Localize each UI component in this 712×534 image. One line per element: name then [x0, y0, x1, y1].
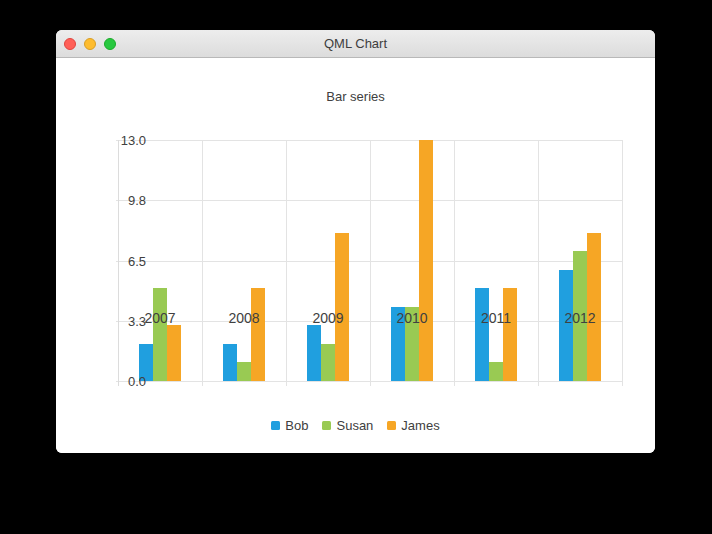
- y-axis-tick-label: 0.0: [96, 374, 146, 389]
- window-title: QML Chart: [56, 30, 655, 57]
- gridline-horizontal: [116, 261, 622, 262]
- bar-james-2009: [335, 233, 349, 381]
- title-bar[interactable]: QML Chart: [56, 30, 655, 58]
- chart-title: Bar series: [56, 89, 655, 104]
- legend-label: Susan: [336, 418, 373, 433]
- x-axis-category-label: 2009: [286, 310, 370, 326]
- x-axis-category-label: 2008: [202, 310, 286, 326]
- bar-susan-2009: [321, 344, 335, 381]
- y-axis-tick-label: 13.0: [96, 133, 146, 148]
- app-window: QML Chart Bar series 0.03.36.59.813.0 20…: [56, 30, 655, 453]
- bar-susan-2007: [153, 288, 167, 381]
- gridline-horizontal: [116, 140, 622, 141]
- gridline-vertical: [538, 140, 539, 386]
- bar-james-2008: [251, 288, 265, 381]
- gridline-vertical: [622, 140, 623, 386]
- gridline-horizontal: [116, 200, 622, 201]
- legend-item-james[interactable]: James: [387, 418, 439, 433]
- gridline-vertical: [202, 140, 203, 386]
- x-axis-category-label: 2012: [538, 310, 622, 326]
- legend-marker-icon: [271, 421, 280, 430]
- gridline-vertical: [454, 140, 455, 386]
- bar-bob-2011: [475, 288, 489, 381]
- gridline-horizontal: [116, 381, 622, 382]
- chart-legend: Bob Susan James: [56, 418, 655, 433]
- x-axis-category-label: 2010: [370, 310, 454, 326]
- legend-marker-icon: [322, 421, 331, 430]
- x-axis-category-label: 2007: [118, 310, 202, 326]
- y-axis-tick-label: 6.5: [96, 253, 146, 268]
- plot-area: [118, 140, 622, 381]
- bar-susan-2011: [489, 362, 503, 381]
- x-axis-category-label: 2011: [454, 310, 538, 326]
- legend-item-bob[interactable]: Bob: [271, 418, 308, 433]
- bar-bob-2008: [223, 344, 237, 381]
- legend-label: Bob: [285, 418, 308, 433]
- bar-james-2010: [419, 140, 433, 381]
- gridline-vertical: [370, 140, 371, 386]
- bar-james-2011: [503, 288, 517, 381]
- legend-marker-icon: [387, 421, 396, 430]
- chart-view: Bar series 0.03.36.59.813.0 200720082009…: [56, 58, 655, 453]
- y-axis-tick-label: 9.8: [96, 193, 146, 208]
- gridline-vertical: [286, 140, 287, 386]
- bar-bob-2009: [307, 325, 321, 381]
- bar-james-2012: [587, 233, 601, 381]
- legend-item-susan[interactable]: Susan: [322, 418, 373, 433]
- legend-label: James: [401, 418, 439, 433]
- bar-james-2007: [167, 325, 181, 381]
- bar-susan-2008: [237, 362, 251, 381]
